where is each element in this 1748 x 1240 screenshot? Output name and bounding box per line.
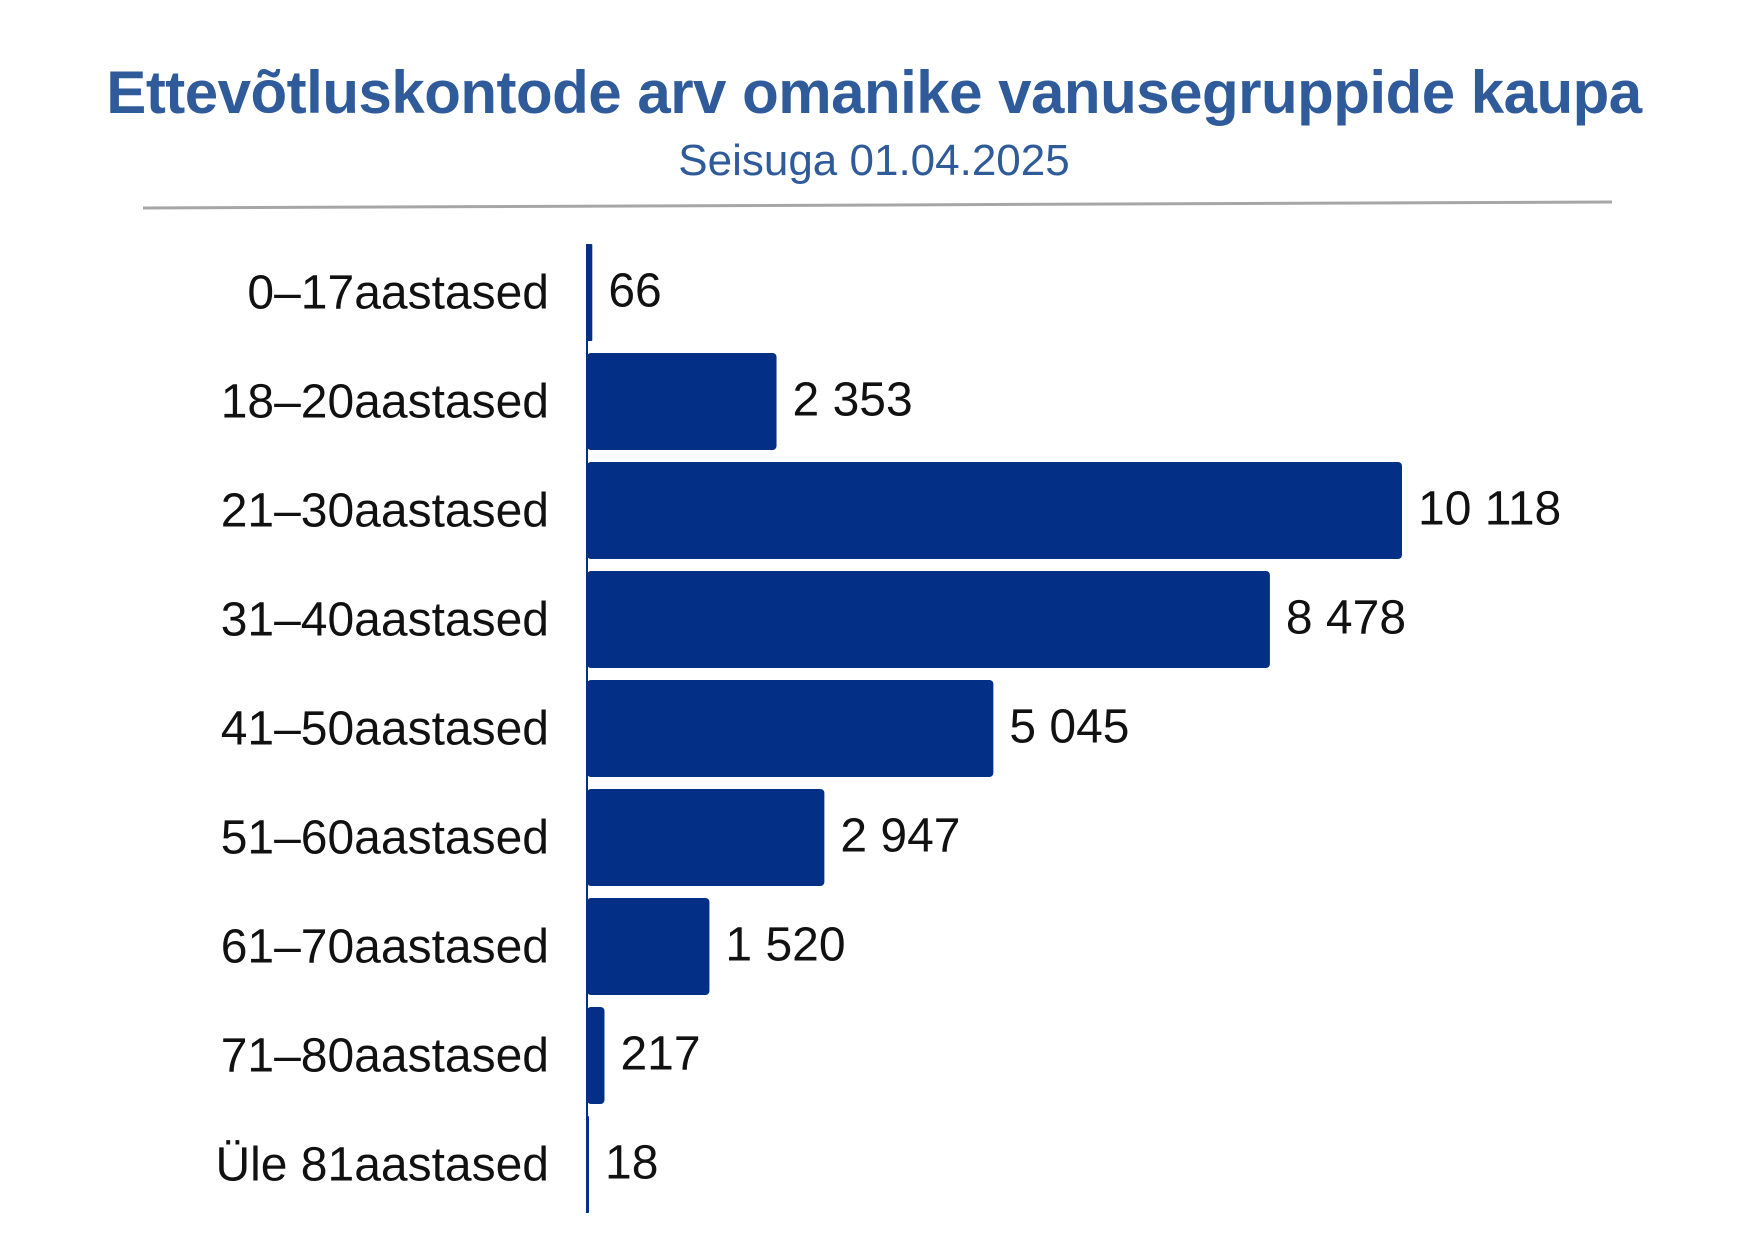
- category-label: 21–30aastased: [221, 485, 549, 538]
- chart-subtitle: Seisuga 01.04.2025: [678, 136, 1070, 185]
- value-label: 66: [608, 265, 661, 318]
- bar: [587, 244, 593, 341]
- bar: [587, 462, 1402, 559]
- category-label: 71–80aastased: [221, 1030, 549, 1083]
- category-label: 18–20aastased: [221, 376, 549, 429]
- bar: [587, 353, 777, 450]
- value-label: 217: [620, 1028, 700, 1081]
- category-label: Üle 81aastased: [215, 1139, 549, 1192]
- value-label: 5 045: [1009, 701, 1129, 754]
- value-label: 2 947: [840, 810, 960, 863]
- category-label: 51–60aastased: [221, 812, 549, 865]
- chart-title: Ettevõtluskontode arv omanike vanusegrup…: [106, 59, 1642, 126]
- category-label: 0–17aastased: [247, 267, 549, 320]
- bar: [587, 898, 710, 995]
- value-label: 8 478: [1286, 592, 1406, 645]
- bars-group: 0–17aastased 66 18–20aastased 2 353 21–30aas…: [215, 244, 1561, 1213]
- bar: [587, 571, 1270, 668]
- bar: [587, 1007, 605, 1104]
- title-divider: [142, 200, 1613, 210]
- category-label: 61–70aastased: [221, 921, 549, 974]
- bar: [587, 789, 825, 886]
- value-label: 18: [605, 1137, 658, 1190]
- value-label: 2 353: [793, 374, 913, 427]
- value-label: 1 520: [725, 919, 845, 972]
- value-label: 10 118: [1418, 483, 1561, 536]
- bar: [587, 1116, 589, 1213]
- category-label: 41–50aastased: [221, 703, 549, 756]
- category-label: 31–40aastased: [221, 594, 549, 647]
- bar: [587, 680, 994, 777]
